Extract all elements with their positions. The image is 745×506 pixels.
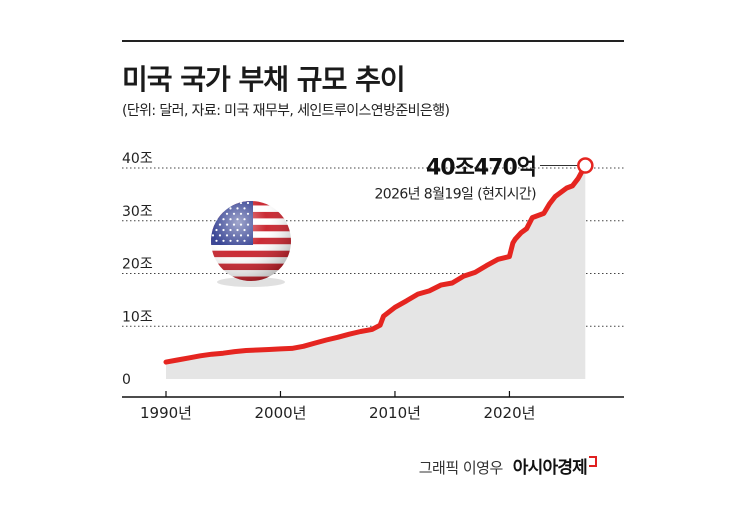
flag-star xyxy=(232,201,236,205)
flag-star xyxy=(218,201,222,205)
callout-value-label: 40조470억 xyxy=(426,156,536,181)
flag-star xyxy=(211,201,215,205)
chart-subtitle: (단위: 달러, 자료: 미국 재무부, 세인트루이스연방준비은행) xyxy=(122,103,450,119)
debt-series-line xyxy=(163,163,588,365)
credit: 그래픽 이영우 아시아경제 xyxy=(419,453,597,478)
latest-value-marker xyxy=(577,157,594,174)
y-tick-label-40: 40조 xyxy=(122,151,153,167)
brand-mark-icon xyxy=(589,456,597,467)
x-tick-label-2020: 2020년 xyxy=(483,404,535,422)
axes xyxy=(122,391,624,398)
flag-star xyxy=(211,223,215,226)
brand-logo: 아시아경제 xyxy=(513,453,597,478)
graphic-credit: 그래픽 이영우 xyxy=(418,459,504,477)
flag-star xyxy=(225,201,229,205)
flag-star xyxy=(222,207,225,210)
y-tick-label-20: 20조 xyxy=(122,257,153,273)
x-tick-label-1990: 1990년 xyxy=(140,404,192,422)
y-tick-labels: 0 10조 20조 30조 40조 xyxy=(122,151,153,388)
x-tick-label-2000: 2000년 xyxy=(254,404,306,422)
us-flag-icon xyxy=(211,201,291,287)
flag-star xyxy=(218,212,222,215)
x-tick-label-2010: 2010년 xyxy=(369,404,421,422)
flag-star xyxy=(211,212,215,215)
top-rule xyxy=(122,40,624,42)
y-tick-label-30: 30조 xyxy=(122,204,153,220)
x-tick-labels: 1990년 2000년 2010년 2020년 xyxy=(140,404,535,422)
flag-star xyxy=(215,207,218,210)
y-tick-label-10: 10조 xyxy=(122,309,153,325)
debt-area-fill xyxy=(166,165,586,379)
y-tick-label-0: 0 xyxy=(122,372,131,388)
callout-date-label: 2026년 8월19일 (현지시간) xyxy=(374,187,536,203)
chart-title: 미국 국가 부채 규모 추이 xyxy=(122,63,406,96)
